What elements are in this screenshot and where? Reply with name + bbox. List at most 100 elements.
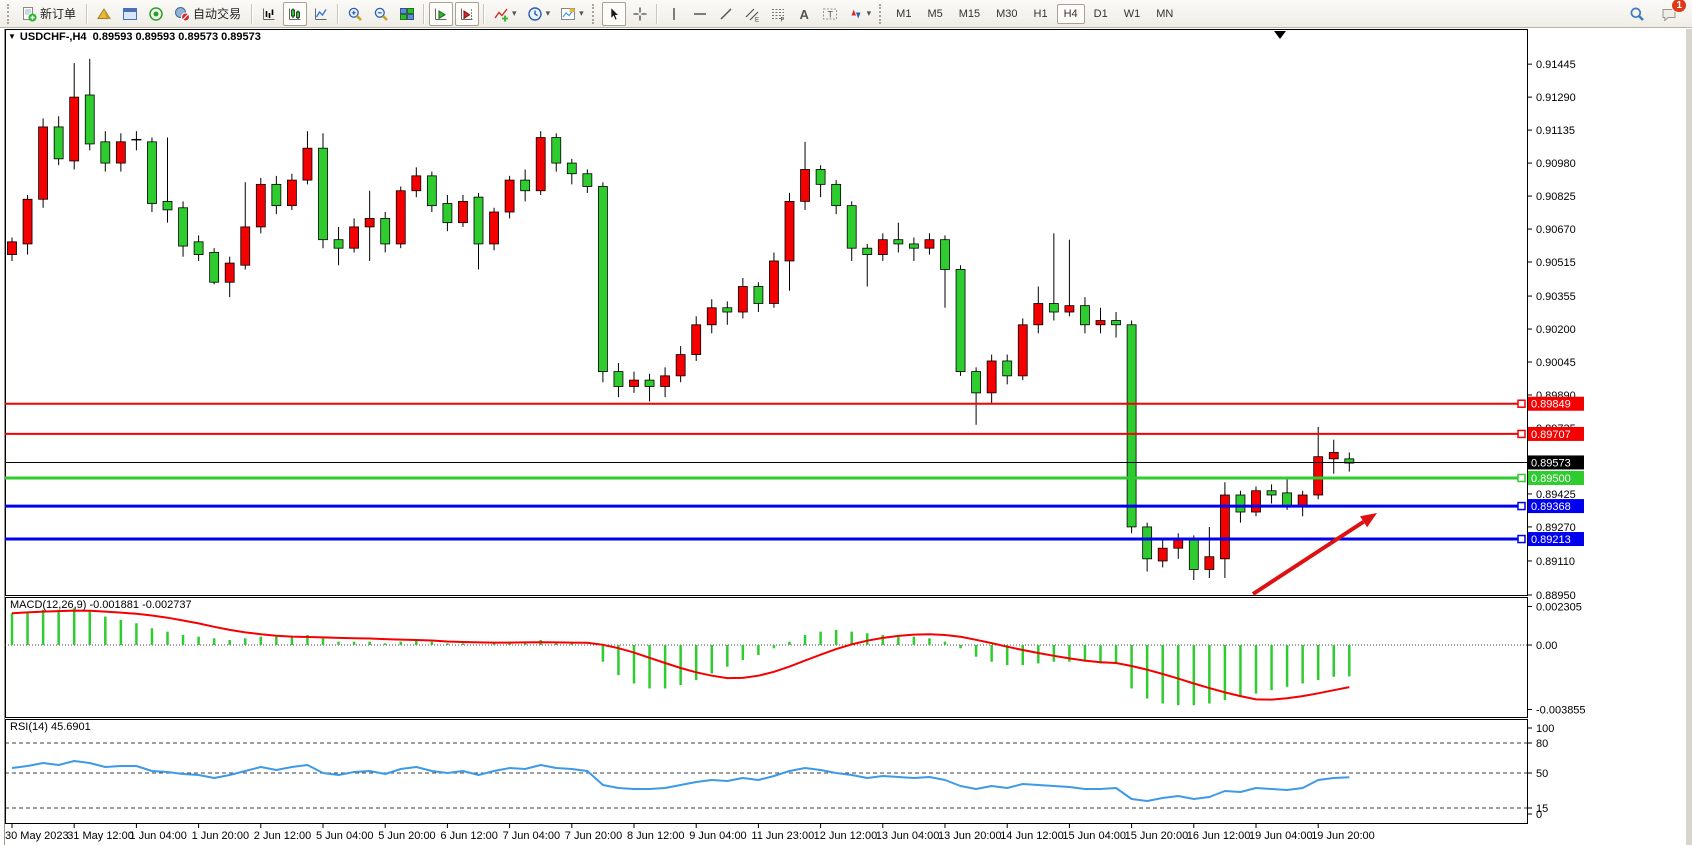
rsi-pane xyxy=(5,719,1528,824)
bull-candle xyxy=(7,241,17,255)
timeframe-button-w1[interactable]: W1 xyxy=(1123,7,1141,20)
candlestick-chart-button[interactable] xyxy=(283,1,308,26)
timeframe-button-h4[interactable]: H4 xyxy=(1056,3,1085,24)
notifications-button[interactable]: 1 xyxy=(1657,0,1687,26)
bull-candle xyxy=(224,262,235,283)
bull-candle xyxy=(1251,490,1261,513)
horizontal-line-anchor[interactable] xyxy=(1517,399,1526,408)
bear-candle xyxy=(209,252,220,283)
zoom-out-button[interactable] xyxy=(369,2,393,26)
toolbar-separator xyxy=(483,3,486,24)
auto-scroll-button[interactable] xyxy=(429,1,454,26)
toolbar-drag-handle[interactable] xyxy=(879,3,885,24)
text-button[interactable]: A xyxy=(792,2,816,26)
bar-chart-button[interactable] xyxy=(257,2,281,26)
autotrade-button-label: 自动交易 xyxy=(193,7,242,21)
zoom-in-button[interactable] xyxy=(343,2,367,26)
time-axis-label: 16 Jun 12:00 xyxy=(1187,830,1251,842)
tile-windows-button[interactable] xyxy=(395,2,419,26)
trendline-button[interactable] xyxy=(714,2,738,26)
text-label-button[interactable]: T xyxy=(818,2,842,26)
templates-button[interactable]: ▾ xyxy=(556,2,588,26)
autotrade-button[interactable]: 自动交易 xyxy=(170,2,247,26)
bear-candle xyxy=(1142,526,1153,560)
toolbar-drag-handle[interactable] xyxy=(7,3,13,24)
bear-candle xyxy=(53,126,64,160)
trend-arrow-annotation[interactable] xyxy=(1251,520,1365,596)
price-axis-label: 0.91445 xyxy=(1536,59,1576,71)
crosshair-button[interactable] xyxy=(628,2,652,26)
timeframe-button-m30[interactable]: M30 xyxy=(996,7,1018,20)
fibonacci-button[interactable]: F xyxy=(766,2,790,26)
autotrade-icon xyxy=(175,6,191,21)
timeframe-button-m5[interactable]: M5 xyxy=(927,7,943,20)
bull-candle xyxy=(1220,494,1230,560)
bear-candle xyxy=(551,137,562,164)
bull-candle xyxy=(115,141,126,164)
channel-icon: E xyxy=(745,8,759,22)
indicators-button[interactable]: ▾ xyxy=(489,2,521,26)
horizontal-line-anchor[interactable] xyxy=(1517,429,1526,439)
macd-indicator-label: MACD(12,26,9) -0.001881 -0.002737 xyxy=(10,599,192,611)
macd-axis-label: 0.00 xyxy=(1536,640,1557,652)
data-window-button[interactable] xyxy=(118,2,142,26)
time-axis-label: 19 Jun 20:00 xyxy=(1311,830,1375,842)
macd-axis-label: 0.002305 xyxy=(1536,601,1582,613)
bull-candle xyxy=(1313,456,1324,496)
current-price-badge xyxy=(1528,455,1584,470)
timeframe-button-h1[interactable]: H1 xyxy=(1033,7,1048,20)
bull-candle xyxy=(504,179,515,213)
bars-icon xyxy=(263,8,275,20)
signals-button[interactable] xyxy=(144,2,168,26)
template-icon xyxy=(561,7,576,20)
search-button[interactable] xyxy=(1625,2,1649,26)
horizontal-line-badge-label: 0.89500 xyxy=(1531,473,1571,485)
equidistant-channel-button[interactable]: E xyxy=(740,2,764,26)
toolbar-drag-handle[interactable] xyxy=(591,3,598,24)
time-axis-label: 11 Jun 23:00 xyxy=(751,830,814,842)
svg-text:F: F xyxy=(780,17,784,22)
chevron-down-icon[interactable]: ▾ xyxy=(512,8,517,18)
time-axis-label: 15 Jun 20:00 xyxy=(1125,830,1189,842)
bear-candle xyxy=(1188,539,1199,570)
horizontal-line-badge xyxy=(1528,499,1584,514)
timeframe-button-m15[interactable]: M15 xyxy=(958,7,981,20)
chevron-down-icon[interactable]: ▾ xyxy=(866,8,872,18)
new-order-button-label: 新订单 xyxy=(40,7,77,21)
horizontal-line-anchor[interactable] xyxy=(1517,473,1526,483)
toolbar-separator xyxy=(251,3,254,24)
svg-text:T: T xyxy=(827,9,833,19)
bull-candle xyxy=(986,360,997,394)
chart-title-collapse-icon[interactable]: ▼ xyxy=(8,32,16,41)
bear-candle xyxy=(893,239,904,245)
bull-candle xyxy=(706,307,717,326)
cursor-button[interactable] xyxy=(601,1,626,26)
bear-candle xyxy=(940,239,950,270)
horizontal-line-anchor[interactable] xyxy=(1517,534,1526,544)
market-watch-button[interactable] xyxy=(92,2,116,26)
periods-button[interactable]: ▾ xyxy=(523,2,555,26)
chart-shift-button[interactable] xyxy=(455,1,480,26)
chart-shift-marker[interactable] xyxy=(1274,31,1286,39)
line-chart-button[interactable] xyxy=(309,2,333,26)
horizontal-line-anchor[interactable] xyxy=(1517,501,1526,511)
new-order-button[interactable]: 新订单 xyxy=(17,2,82,26)
vertical-line-button[interactable] xyxy=(662,2,686,26)
timeframe-button-d1[interactable]: D1 xyxy=(1093,7,1108,20)
horizontal-line-button[interactable] xyxy=(688,2,712,26)
arrows-button[interactable]: ▾ xyxy=(844,2,876,26)
rsi-axis-label: 80 xyxy=(1536,738,1548,750)
chevron-down-icon[interactable]: ▾ xyxy=(579,8,584,18)
bear-candle xyxy=(333,239,344,249)
cursor-icon xyxy=(610,6,619,20)
timeframe-button-m1[interactable]: M1 xyxy=(896,7,912,20)
toolbar-separator xyxy=(337,3,340,24)
timeframe-button-mn[interactable]: MN xyxy=(1156,7,1174,20)
time-axis-label: 13 Jun 04:00 xyxy=(876,830,940,842)
chevron-down-icon[interactable]: ▾ xyxy=(545,8,551,18)
bear-candle xyxy=(722,307,733,313)
price-axis-label: 0.90980 xyxy=(1536,158,1576,170)
trend-arrow-head xyxy=(1360,513,1377,528)
time-axis-label: 14 Jun 12:00 xyxy=(1000,830,1064,842)
bear-candle xyxy=(442,203,453,224)
